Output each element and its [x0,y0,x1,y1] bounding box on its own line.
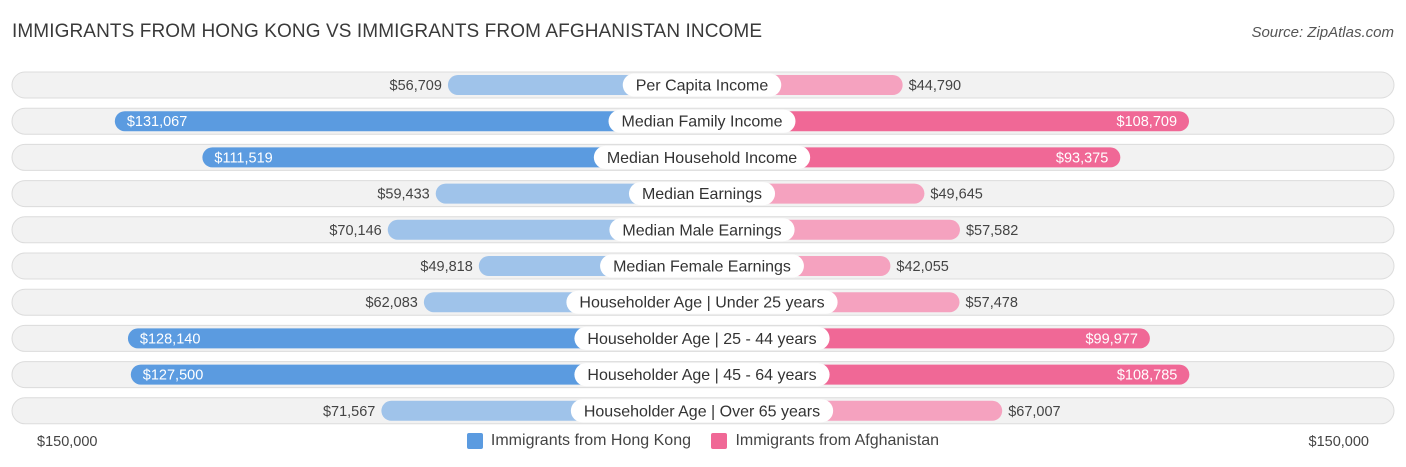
value-label-afghanistan: $67,007 [1008,404,1060,420]
bar-hong-kong [130,364,703,385]
legend-item-hong-kong: Immigrants from Hong Kong [466,432,691,450]
category-pill [608,109,796,133]
category-pill [628,182,776,206]
legend-label-hong-kong: Immigrants from Hong Kong [490,432,691,449]
value-label-afghanistan: $42,055 [896,259,948,275]
value-label-hong-kong: $128,140 [140,331,200,347]
value-label-hong-kong: $131,067 [127,114,187,130]
category-label: Median Female Earnings [613,259,791,276]
value-label-hong-kong: $127,500 [143,368,203,384]
category-label: Median Family Income [622,114,783,131]
value-label-hong-kong: $49,818 [420,259,472,275]
bar-afghanistan [702,111,1190,132]
category-label: Median Male Earnings [622,222,781,239]
category-pill [566,290,838,314]
value-label-afghanistan: $108,709 [1117,114,1177,130]
category-pill [593,145,811,169]
source-label: Source: ZipAtlas.com [1251,24,1394,41]
value-label-afghanistan: $108,785 [1117,368,1177,384]
value-label-afghanistan: $57,478 [966,295,1018,311]
bar-hong-kong [202,147,702,168]
legend-item-afghanistan: Immigrants from Afghanistan [711,432,939,450]
category-label: Householder Age | 45 - 64 years [587,367,816,384]
axis-right-label: $150,000 [1308,434,1369,450]
axis-left-label: $150,000 [37,434,98,450]
legend: Immigrants from Hong Kong Immigrants fro… [0,432,1406,454]
bar-hong-kong [127,328,702,349]
category-label: Householder Age | Under 25 years [579,295,824,312]
chart-area: $56,709 $44,790 Per Capita Income $131,067 $… [11,71,1395,425]
bar-hong-kong [114,111,703,132]
category-pill [600,254,804,278]
value-label-hong-kong: $70,146 [329,223,381,239]
value-label-hong-kong: $56,709 [390,78,442,94]
value-label-afghanistan: $57,582 [966,223,1018,239]
value-label-afghanistan: $93,375 [1056,150,1108,166]
category-label: Householder Age | 25 - 44 years [587,331,816,348]
category-pill [622,73,782,97]
legend-label-afghanistan: Immigrants from Afghanistan [735,432,940,449]
value-label-hong-kong: $59,433 [377,187,429,203]
value-label-hong-kong: $111,519 [214,150,272,166]
legend-swatch-hong-kong [466,433,483,449]
category-pill [570,399,834,423]
legend-swatch-afghanistan [711,433,728,449]
chart-title: IMMIGRANTS FROM HONG KONG VS IMMIGRANTS … [12,21,763,42]
category-label: Householder Age | Over 65 years [584,403,820,420]
category-label: Per Capita Income [636,78,769,95]
value-label-afghanistan: $49,645 [930,187,982,203]
category-pill [609,218,795,242]
value-label-afghanistan: $44,790 [909,78,961,94]
category-pill [574,363,830,387]
category-label: Median Earnings [642,186,762,203]
value-label-hong-kong: $62,083 [365,295,417,311]
value-label-hong-kong: $71,567 [323,404,375,420]
category-pill [574,326,830,350]
category-label: Median Household Income [607,150,797,167]
value-label-afghanistan: $99,977 [1085,331,1137,347]
